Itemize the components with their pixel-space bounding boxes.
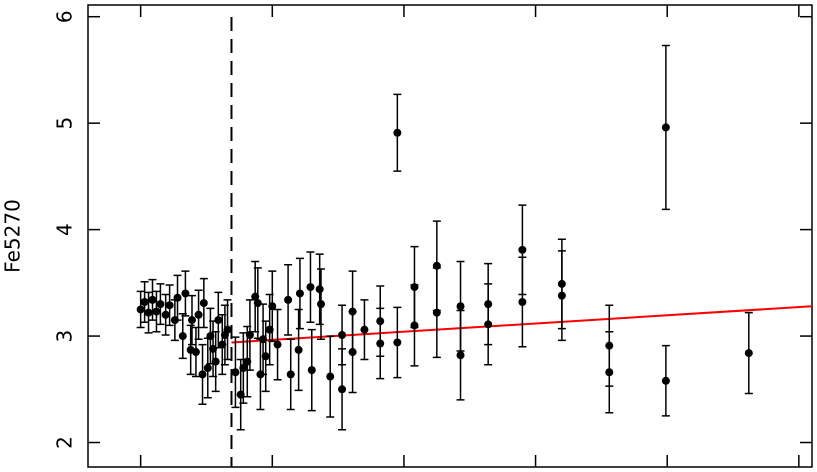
data-point [198,370,207,379]
y-tick-label: 6 [53,10,77,23]
data-point [156,300,165,309]
data-point [161,310,170,319]
data-point [432,308,441,317]
data-point [286,370,295,379]
data-point [273,340,282,349]
data-point [360,325,369,334]
data-point [393,128,402,137]
y-axis-label: Fe5270 [1,199,25,273]
data-point [284,295,293,304]
data-point [376,317,385,326]
data-point [338,331,347,339]
data-point [203,364,212,372]
data-point [661,376,670,385]
data-point [294,345,303,354]
data-point [178,332,187,341]
data-point [214,316,223,325]
data-point [148,295,157,304]
data-point [456,302,465,311]
data-point [181,289,190,298]
data-point [338,385,347,394]
data-point [144,308,153,317]
data-point [261,352,270,361]
data-point [194,310,203,319]
data-point [744,349,753,358]
data-point [173,293,182,302]
data-point [557,291,566,300]
data-point [456,351,465,360]
data-point [268,302,277,311]
data-point [307,366,316,375]
data-point [410,321,419,330]
y-tick-label: 5 [53,117,77,130]
data-point [306,283,315,292]
data-point [605,368,614,377]
data-point [187,316,196,325]
data-point [211,357,220,366]
data-point [348,307,357,316]
data-point [223,325,232,334]
y-tick-label: 3 [53,330,77,343]
data-point [191,348,200,357]
data-point [326,372,335,381]
data-point [199,299,208,308]
data-point [295,289,304,298]
data-point [518,245,527,254]
data-point [393,338,402,347]
data-point [484,320,493,329]
data-point [245,331,254,339]
y-tick-label: 2 [53,436,77,449]
data-point [315,285,324,294]
data-point [165,301,174,310]
y-tick-label: 4 [53,223,77,236]
data-point [316,300,325,309]
plot-frame [87,4,813,468]
data-point [239,364,248,372]
data-point [136,305,145,314]
data-point [253,299,262,308]
data-point [518,298,527,306]
data-point [231,368,240,377]
data-point [152,307,161,316]
data-point [661,123,670,132]
data-point [140,298,149,306]
